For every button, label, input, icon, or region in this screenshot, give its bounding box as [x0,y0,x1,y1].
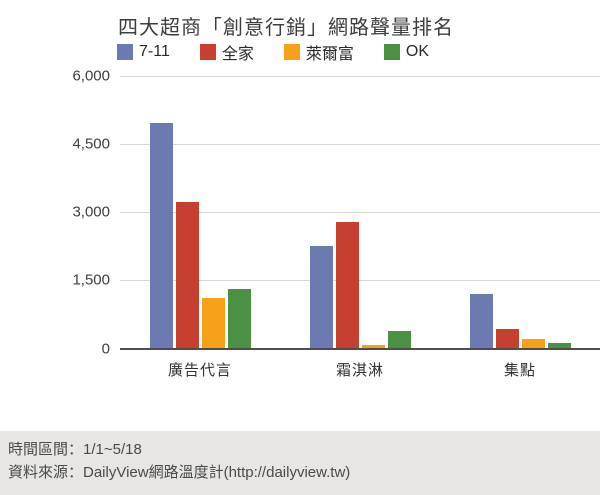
chart-legend: 7-11 全家 萊爾富 OK [117,40,429,64]
data-source-text: 資料來源：DailyView網路溫度計(http://dailyview.tw) [8,464,351,481]
legend-swatch-icon [199,44,216,60]
legend-swatch-icon [117,44,133,60]
legend-label: 7-11 [139,43,170,60]
legend-item-全家: 全家 [199,40,254,64]
bar-7-11-霜淇淋 [309,246,333,348]
plot-area: 6,000 4,500 3,000 1,500 0 廣告代言 霜淇淋 集點 [72,68,600,379]
y-axis-tick-label: 0 [101,340,110,358]
legend-item-OK: OK [383,43,429,61]
bar-萊爾富-集點 [521,338,545,348]
legend-item-萊爾富: 萊爾富 [283,40,354,64]
bar-group-廣告代言 [149,76,251,348]
bar-全家-廣告代言 [175,201,199,348]
legend-swatch-icon [383,44,400,60]
x-axis-line [120,348,600,350]
gridline [120,212,600,213]
y-axis-tick-label: 6,000 [72,67,110,85]
bar-OK-霜淇淋 [387,330,411,348]
gridline [120,144,600,145]
legend-item-7-11: 7-11 [117,43,170,61]
x-axis-category-label: 集點 [503,362,536,379]
bar-萊爾富-廣告代言 [201,298,225,348]
y-axis-tick-label: 3,000 [72,203,110,221]
time-range-text: 時間區間：1/1~5/18 [8,441,142,458]
bar-group-集點 [469,76,571,348]
x-axis-category-label: 廣告代言 [167,362,232,379]
x-axis-category-label: 霜淇淋 [335,362,384,379]
bar-7-11-集點 [469,293,493,348]
bar-group-霜淇淋 [309,76,411,348]
bar-全家-霜淇淋 [335,221,359,348]
legend-swatch-icon [283,44,300,60]
bar-7-11-廣告代言 [149,122,173,348]
source-footer: 時間區間：1/1~5/18 資料來源：DailyView網路溫度計(http:/… [0,431,600,495]
bar-全家-集點 [495,328,519,348]
chart-title: 四大超商「創意行銷」網路聲量排名 [118,17,454,39]
bar-OK-集點 [547,343,571,348]
bar-OK-廣告代言 [227,289,251,348]
legend-label: OK [405,43,429,60]
bar-萊爾富-霜淇淋 [361,344,385,348]
y-axis-tick-label: 4,500 [72,135,110,153]
gridline [120,280,600,281]
y-axis-tick-label: 1,500 [72,271,110,289]
gridline [120,76,600,77]
legend-label: 全家 [221,46,254,63]
legend-label: 萊爾富 [305,46,354,63]
